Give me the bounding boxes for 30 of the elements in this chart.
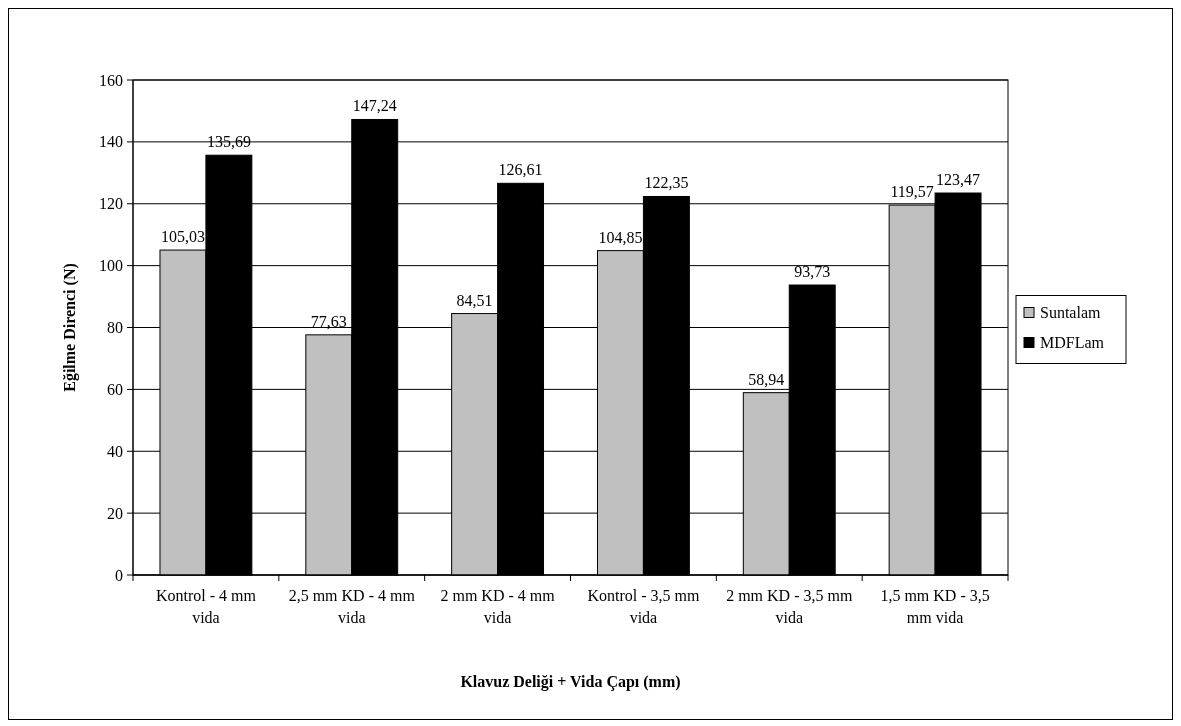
- data-label: 147,24: [352, 97, 397, 115]
- data-label: 58,94: [748, 370, 785, 388]
- x-tick-label: Kontrol - 3,5 mm vida: [587, 587, 700, 626]
- legend-label: Suntalam: [1040, 304, 1101, 322]
- x-tick-label: 2 mm KD - 3,5 mm vida: [726, 587, 853, 626]
- y-tick-label: 0: [115, 566, 123, 584]
- x-tick-label: 1,5 mm KD - 3,5 mm vida: [880, 587, 990, 626]
- data-label: 77,63: [310, 312, 347, 330]
- data-label: 105,03: [160, 228, 205, 246]
- legend-label: MDFLam: [1040, 334, 1105, 352]
- y-axis-title: Eğilme Direnci (N): [61, 263, 79, 392]
- y-tick-label: 60: [107, 380, 123, 398]
- data-label: 119,57: [890, 183, 934, 201]
- y-tick-label: 160: [99, 71, 123, 89]
- data-label: 122,35: [644, 174, 689, 192]
- y-tick-label: 80: [107, 319, 123, 337]
- x-tick-label: 2,5 mm KD - 4 mm vida: [288, 587, 416, 626]
- x-tick-label: Kontrol - 4 mm vida: [155, 587, 257, 626]
- y-tick-label: 20: [107, 504, 123, 522]
- data-label: 126,61: [498, 161, 543, 179]
- data-label: 84,51: [456, 291, 493, 309]
- y-tick-label: 40: [107, 442, 123, 460]
- y-tick-label: 100: [99, 257, 123, 275]
- x-axis-title: Klavuz Deliği + Vida Çapı (mm): [460, 673, 681, 691]
- data-label: 123,47: [936, 171, 981, 189]
- y-tick-label: 140: [99, 133, 123, 151]
- y-tick-label: 120: [99, 195, 123, 213]
- x-tick-label: 2 mm KD - 4 mm vida: [440, 587, 556, 626]
- data-label: 93,73: [794, 263, 831, 281]
- data-label: 104,85: [598, 228, 643, 246]
